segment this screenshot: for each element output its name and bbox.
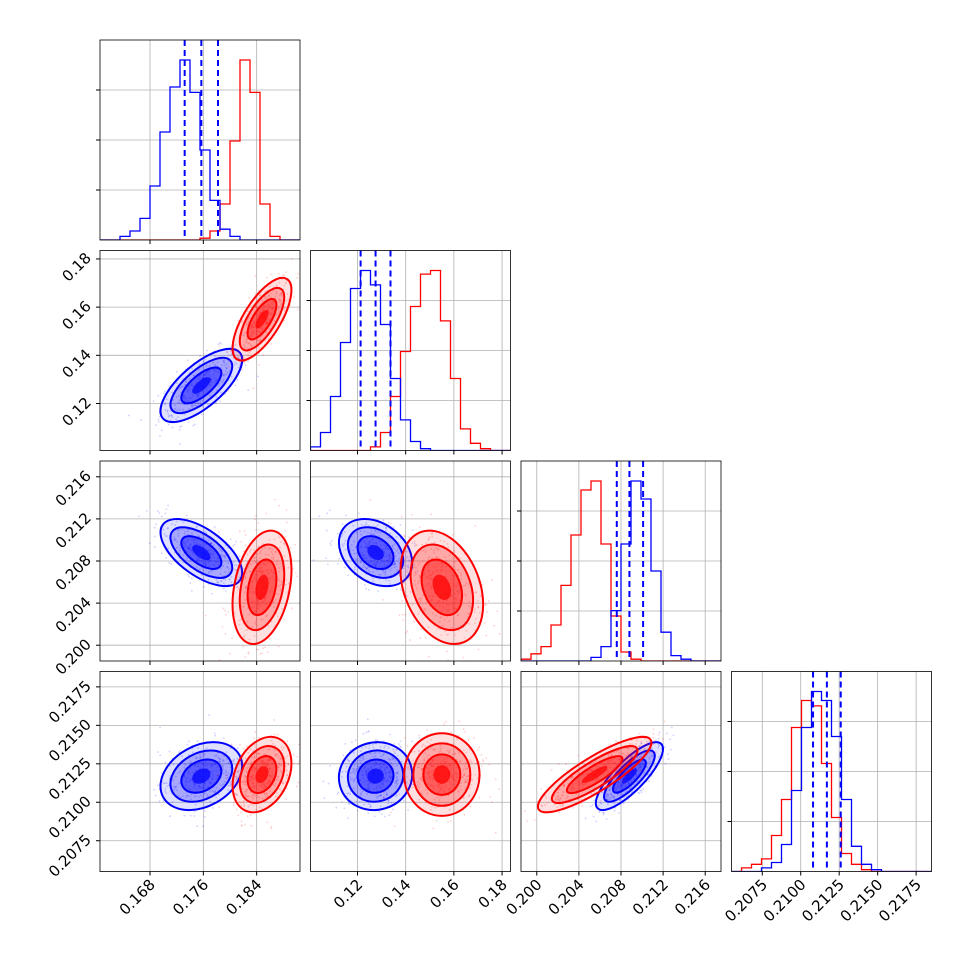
axes-frame-1-0 — [99, 250, 301, 451]
panel-content-2-2 — [521, 461, 721, 661]
ytick-label-2-4: 0.216 — [52, 467, 95, 510]
contour-red-3-2-3 — [581, 766, 608, 784]
contour-blue-2-0-3 — [192, 545, 211, 561]
contour-blue-1-0-3 — [192, 377, 211, 394]
ytick-label-1-1: 0.14 — [58, 345, 94, 381]
panel-content-3-3 — [731, 671, 932, 872]
panel-content-1-0 — [100, 250, 300, 451]
histogram-series_b-3 — [731, 699, 932, 872]
histogram-series_a-1 — [310, 269, 511, 451]
panel-3-1: 0.12 0.14 0.16 0.18 — [310, 671, 511, 912]
xtick-label-1-1: 0.14 — [378, 876, 414, 912]
xtick-label-0-2: 0.184 — [222, 876, 265, 919]
panel-content-3-2 — [521, 671, 721, 872]
ytick-label-2-1: 0.204 — [52, 593, 95, 636]
panel-0-0 — [96, 39, 301, 244]
xtick-label-1-0: 0.12 — [330, 876, 366, 912]
panel-content-3-1 — [310, 671, 511, 872]
contour-red-2-0-3 — [255, 574, 269, 601]
contour-red-1-0-3 — [255, 309, 269, 329]
xtick-label-1-2: 0.16 — [426, 876, 462, 912]
panel-content-1-1 — [310, 250, 511, 451]
ytick-label-3-4: 0.2175 — [45, 677, 95, 727]
panel-2-1 — [310, 460, 511, 665]
histogram-series_b-2 — [521, 480, 721, 661]
contour-blue-3-2-3 — [621, 768, 637, 784]
panel-content-2-1 — [310, 461, 511, 661]
ytick-label-2-2: 0.208 — [52, 551, 95, 594]
xtick-label-2-4: 0.216 — [671, 876, 714, 919]
panel-3-2: 0.200 0.204 0.208 0.212 0.216 — [503, 671, 722, 919]
histogram-series_a-3 — [731, 690, 932, 872]
panel-content-0-0 — [100, 40, 300, 240]
axes-frame-3-0 — [99, 671, 301, 872]
ytick-label-2-0: 0.200 — [52, 635, 95, 678]
histogram-series_a-0 — [100, 59, 300, 240]
histogram-series_a-2 — [521, 480, 721, 661]
scatter-cloud-red-2-1 — [369, 498, 501, 661]
xtick-label-0-1: 0.176 — [169, 876, 212, 919]
xtick-label-0-0: 0.168 — [116, 876, 159, 919]
scatter-cloud-blue-2-1 — [312, 509, 430, 597]
xtick-label-3-4: 0.2175 — [875, 876, 925, 926]
xtick-label-2-0: 0.200 — [503, 876, 546, 919]
panel-1-1 — [306, 250, 511, 455]
ytick-label-1-0: 0.12 — [58, 394, 94, 430]
contour-red-3-1-3 — [433, 765, 451, 784]
panel-content-2-0 — [100, 461, 300, 661]
contour-blue-3-0-3 — [192, 768, 211, 784]
contour-red-2-1-3 — [432, 574, 452, 601]
contour-blue-3-1-3 — [367, 768, 384, 784]
axes-frame-2-1 — [310, 460, 511, 662]
ytick-label-1-3: 0.18 — [58, 249, 94, 285]
panel-2-2 — [517, 460, 722, 665]
ytick-label-2-3: 0.212 — [52, 509, 95, 552]
panel-content-3-0 — [100, 671, 300, 872]
xtick-label-2-2: 0.208 — [587, 876, 630, 919]
ytick-label-1-2: 0.16 — [58, 297, 94, 333]
histogram-series_b-1 — [310, 269, 511, 451]
contour-red-3-0-3 — [255, 766, 269, 784]
panel-1-0: 0.12 0.14 0.16 0.18 — [58, 249, 301, 455]
contour-blue-2-1-3 — [367, 545, 384, 561]
xtick-label-2-1: 0.204 — [545, 876, 588, 919]
xtick-label-2-3: 0.212 — [629, 876, 672, 919]
axes-frame-3-1 — [310, 671, 511, 872]
